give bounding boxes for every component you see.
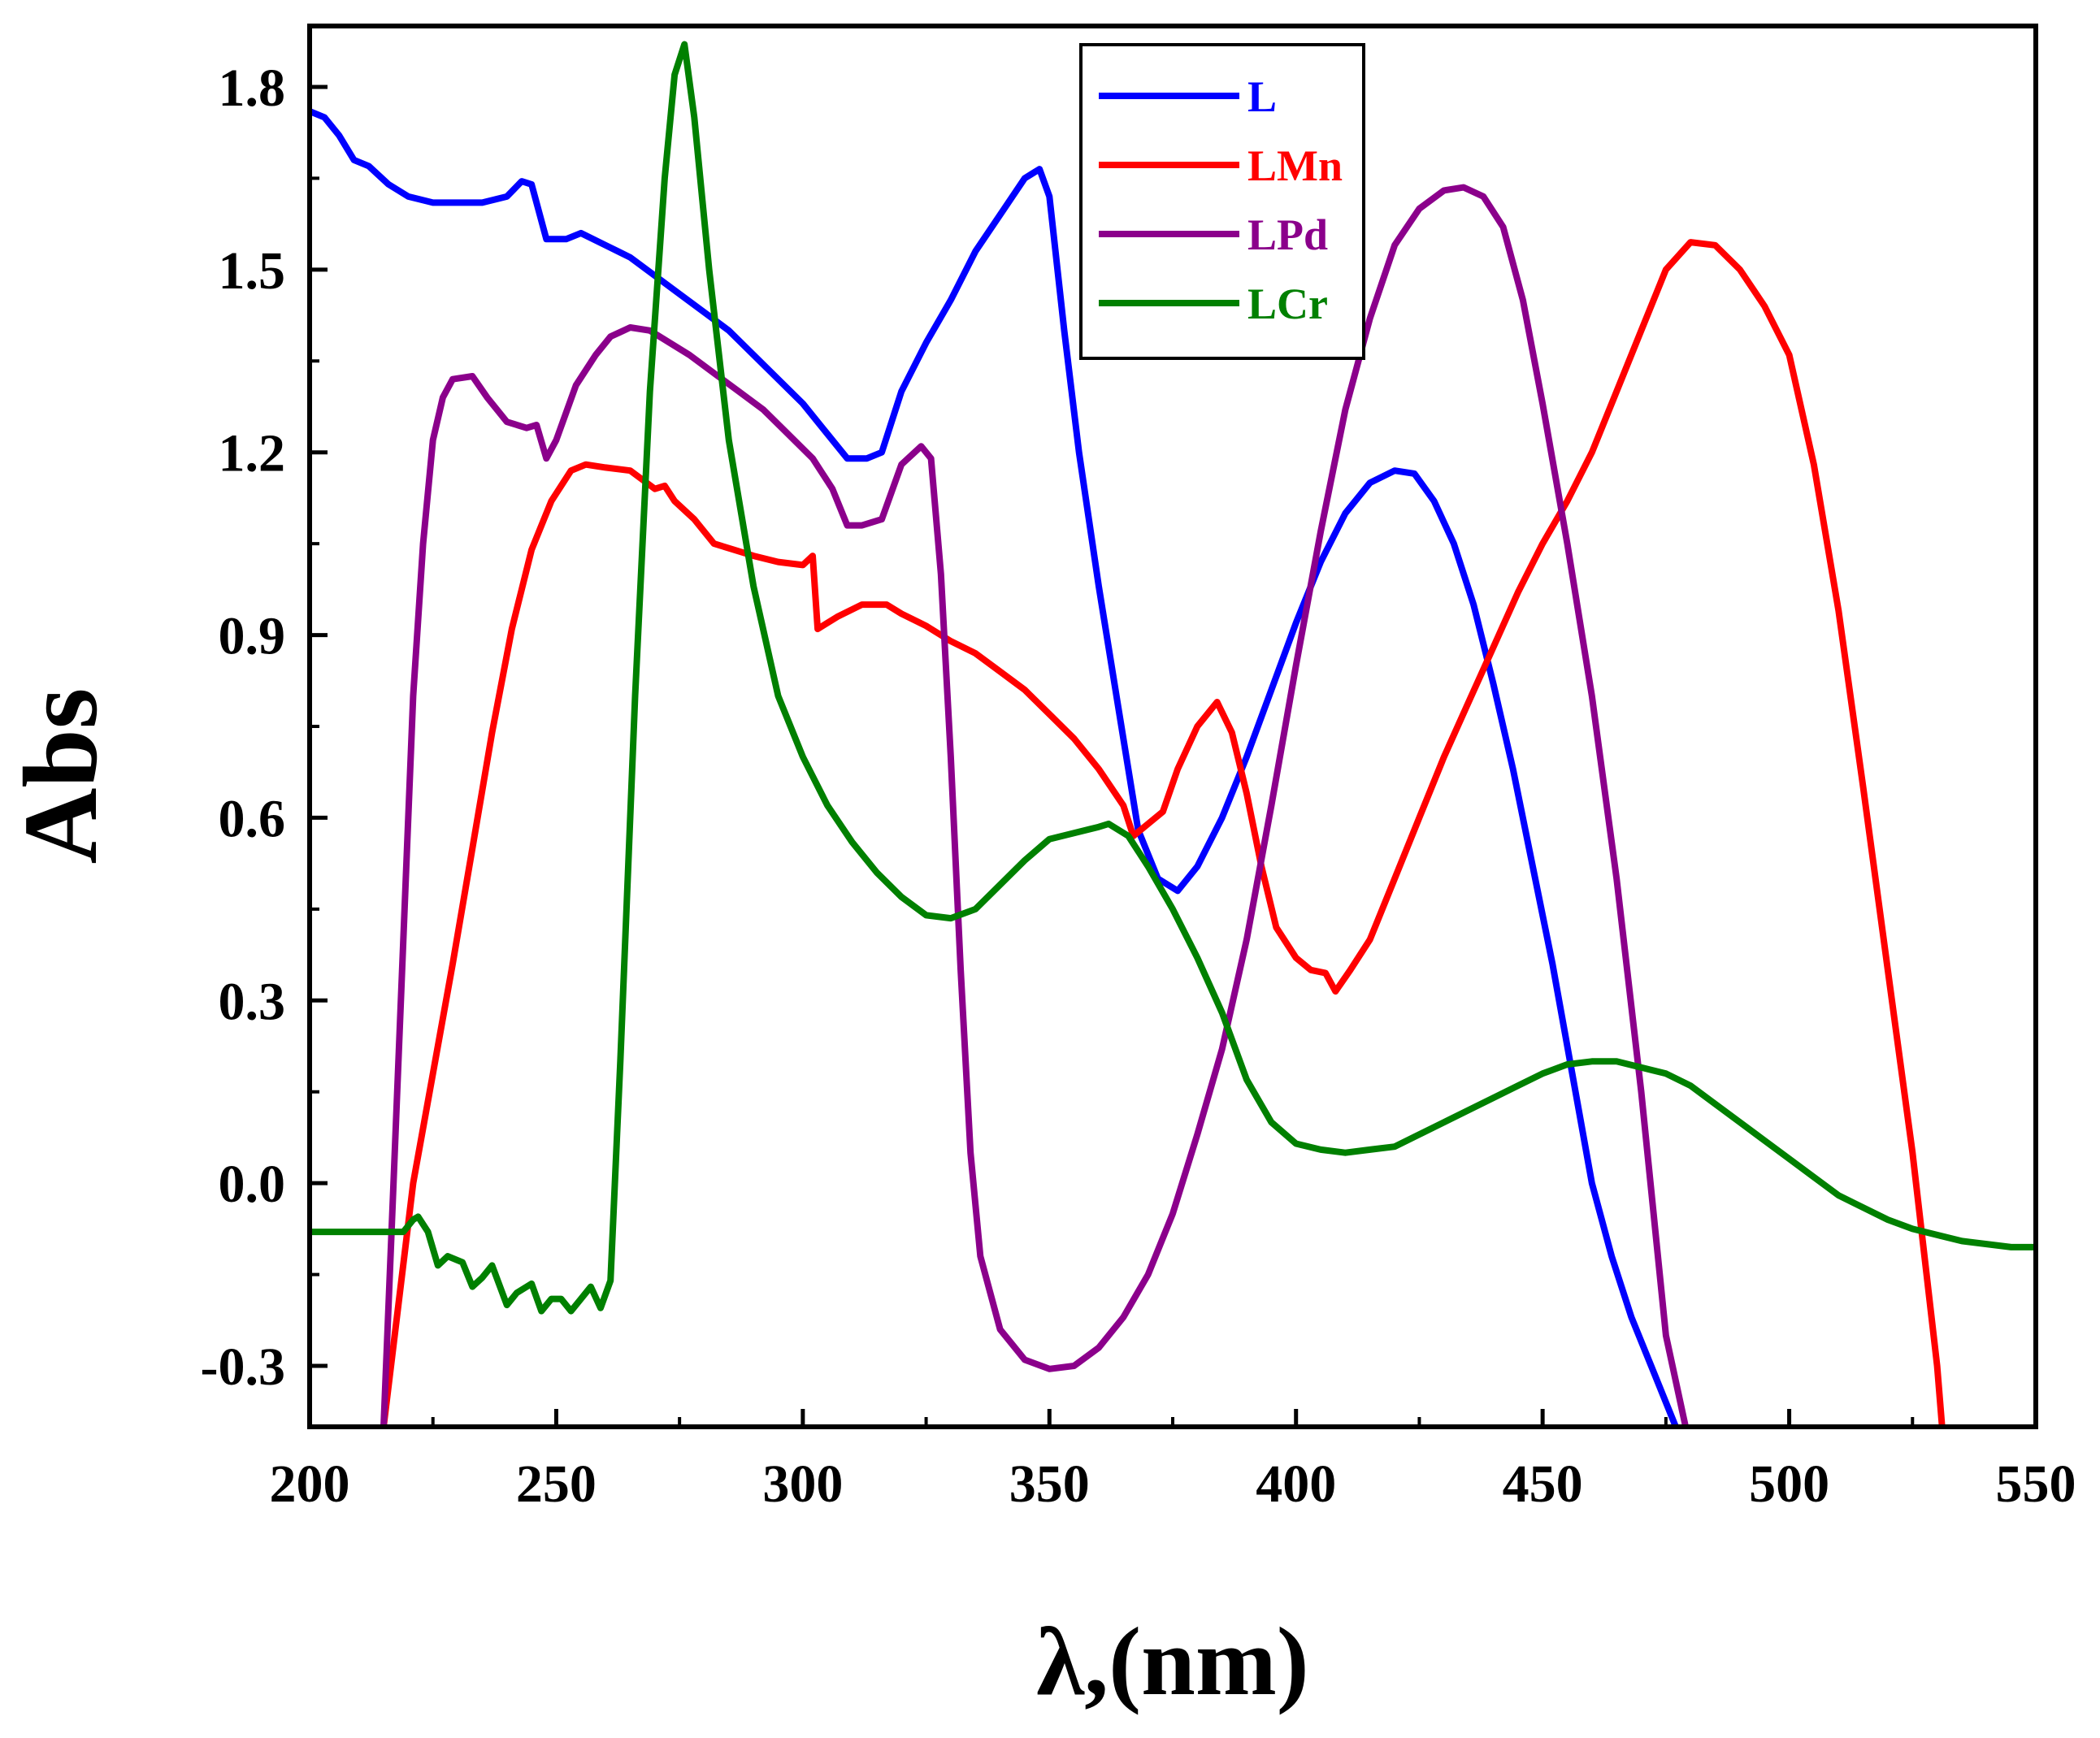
series-line-lcr bbox=[310, 41, 2036, 1315]
y-tick-label: 1.5 bbox=[219, 241, 286, 301]
x-tick-label: 400 bbox=[1256, 1454, 1336, 1514]
y-tick-label: 0.0 bbox=[219, 1155, 286, 1214]
legend-label: L bbox=[1247, 72, 1277, 121]
legend-label: LCr bbox=[1247, 280, 1328, 328]
series-line-l bbox=[310, 107, 1679, 1427]
x-tick-label: 500 bbox=[1749, 1454, 1829, 1514]
y-tick-label: 1.8 bbox=[219, 59, 286, 118]
x-axis: 200 250 300 350 400 450 500 550 bbox=[270, 1409, 2076, 1514]
y-tick-label: 0.6 bbox=[219, 789, 286, 848]
x-tick-label: 250 bbox=[516, 1454, 597, 1514]
x-tick-label: 450 bbox=[1503, 1454, 1583, 1514]
x-tick-label: 300 bbox=[762, 1454, 843, 1514]
legend-label: LMn bbox=[1247, 141, 1343, 190]
series-line-lmn bbox=[380, 239, 1946, 1427]
legend: L LMn LPd LCr bbox=[1079, 43, 1365, 360]
x-tick-label: 550 bbox=[1996, 1454, 2076, 1514]
y-tick-label: 0.9 bbox=[219, 607, 286, 666]
y-tick-label: 1.2 bbox=[219, 424, 286, 483]
y-tick-label: 0.3 bbox=[219, 972, 286, 1031]
legend-label: LPd bbox=[1247, 210, 1328, 259]
x-tick-label: 350 bbox=[1009, 1454, 1090, 1514]
y-axis: -0.3 0.0 0.3 0.6 0.9 1.2 1.5 1.8 bbox=[201, 59, 328, 1397]
y-tick-label: -0.3 bbox=[201, 1337, 285, 1397]
series-layer bbox=[310, 41, 2036, 1427]
series-line-lpd bbox=[380, 184, 1690, 1427]
y-axis-title: Abs bbox=[2, 688, 119, 865]
x-axis-title: λ,(nm) bbox=[1036, 1607, 1309, 1715]
x-tick-label: 200 bbox=[270, 1454, 350, 1514]
